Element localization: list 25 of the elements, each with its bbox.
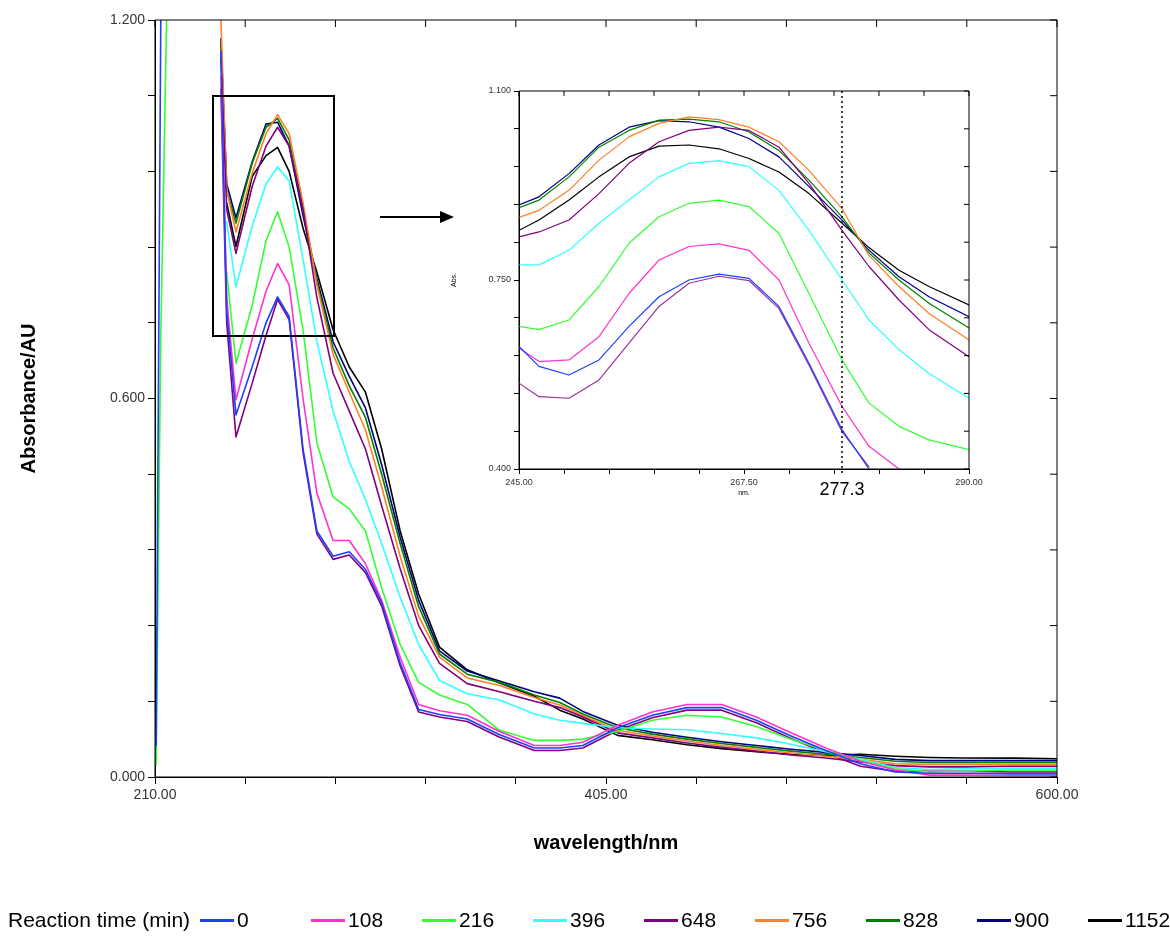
y-tick-label: 1.200 <box>109 10 146 27</box>
x-tick-label: 600.00 <box>1035 786 1079 803</box>
y-tick-label: 0.400 <box>488 463 511 474</box>
legend-label: 396 <box>570 908 606 932</box>
legend-label: 648 <box>681 908 717 932</box>
legend-label: 828 <box>903 908 939 932</box>
y-axis-title: Absorbance/AU <box>16 323 39 474</box>
y-tick-label: 1.100 <box>488 85 511 96</box>
x-tick-label: 267.50 <box>730 476 758 487</box>
legend-label: 900 <box>1014 908 1050 932</box>
legend-label: 756 <box>792 908 828 932</box>
y-tick-label: 0.750 <box>488 274 511 285</box>
y-tick-label: 0.000 <box>109 767 146 784</box>
legend-label: 1152 <box>1125 908 1170 932</box>
ref-line-label: 277.3 <box>819 478 865 499</box>
x-axis-title: wavelength/nm <box>532 830 679 853</box>
x-tick-label: 290.00 <box>955 476 983 487</box>
legend-title: Reaction time (min) <box>8 908 191 932</box>
legend-label: 0 <box>237 908 249 932</box>
legend-label: 216 <box>459 908 495 932</box>
legend-label: 108 <box>348 908 384 932</box>
x-tick-label: 210.00 <box>133 786 177 803</box>
x-tick-label: 405.00 <box>584 786 628 803</box>
x-tick-label: 245.00 <box>505 476 533 487</box>
y-tick-label: 0.600 <box>109 389 146 406</box>
